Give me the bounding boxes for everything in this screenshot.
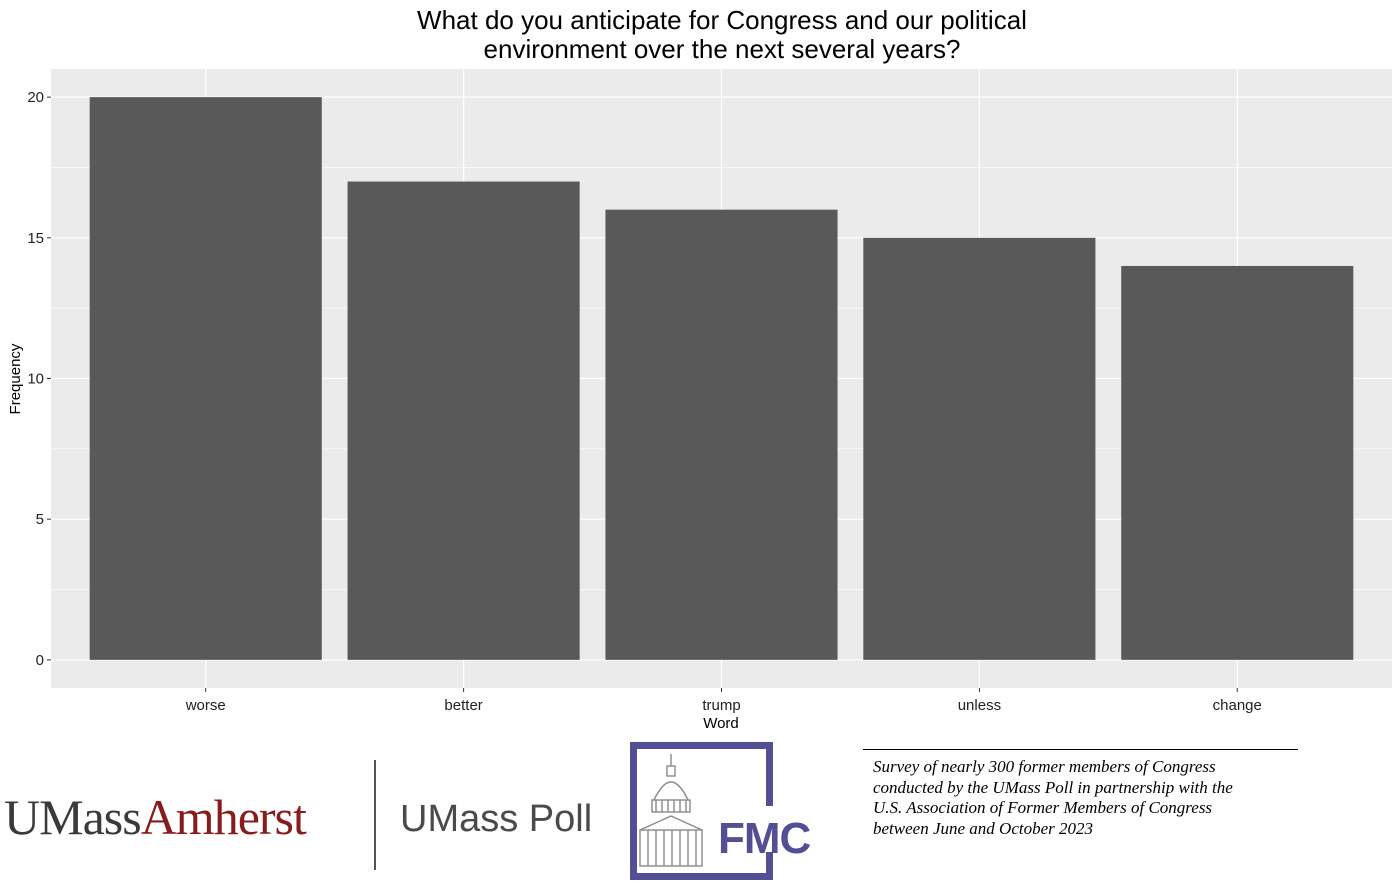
umass-wordmark: UMass: [4, 789, 142, 845]
x-tick-label: unless: [958, 697, 1001, 714]
fmc-wordmark: FMC: [718, 814, 811, 863]
bar-unless: [863, 237, 1096, 660]
note-line-3: U.S. Association of Former Members of Co…: [873, 798, 1213, 817]
bar-better: [347, 181, 580, 660]
y-axis-ticks: 0 5 10 15 20: [27, 89, 51, 669]
note-line-4: between June and October 2023: [873, 818, 1093, 838]
x-tick-label: worse: [185, 697, 226, 714]
x-axis-ticks: worse better trump unless change: [185, 688, 1262, 714]
fmc-frame-right-lower: [766, 852, 773, 880]
y-tick-label: 0: [36, 652, 44, 669]
umass-amherst-logo: UMassAmherst: [4, 788, 307, 846]
bar-trump: [605, 209, 838, 660]
y-axis-label: Frequency: [7, 343, 24, 414]
umass-poll-logo: UMass Poll: [400, 798, 593, 840]
fmc-frame: [630, 742, 767, 880]
y-tick-label: 20: [27, 89, 44, 106]
y-tick-label: 15: [27, 230, 44, 247]
bars: [89, 97, 1354, 660]
x-tick-label: change: [1213, 697, 1262, 714]
fmc-logo: FMC: [630, 742, 811, 880]
x-axis-label: Word: [703, 715, 739, 732]
note-line-2: conducted by the UMass Poll in partnersh…: [873, 777, 1233, 797]
logo-divider: [374, 760, 376, 870]
chart-title-line-1: What do you anticipate for Congress and …: [417, 5, 1027, 35]
note-line-1: Survey of nearly 300 former members of C…: [873, 757, 1216, 776]
y-tick-label: 5: [36, 511, 44, 528]
bar-change: [1121, 265, 1354, 660]
bar-chart: 0 5 10 15 20 worse better trump unless change Wo…: [7, 69, 1392, 732]
note-rule: [863, 749, 1298, 750]
fmc-frame-right: [766, 742, 773, 806]
bar-worse: [89, 97, 322, 660]
capitol-icon: [639, 754, 703, 867]
x-tick-label: trump: [702, 697, 740, 714]
y-tick-label: 10: [27, 371, 44, 388]
chart-title-line-2: environment over the next several years?: [483, 34, 961, 64]
x-tick-label: better: [444, 697, 482, 714]
amherst-wordmark: Amherst: [140, 789, 307, 845]
survey-note: Survey of nearly 300 former members of C…: [873, 757, 1303, 839]
